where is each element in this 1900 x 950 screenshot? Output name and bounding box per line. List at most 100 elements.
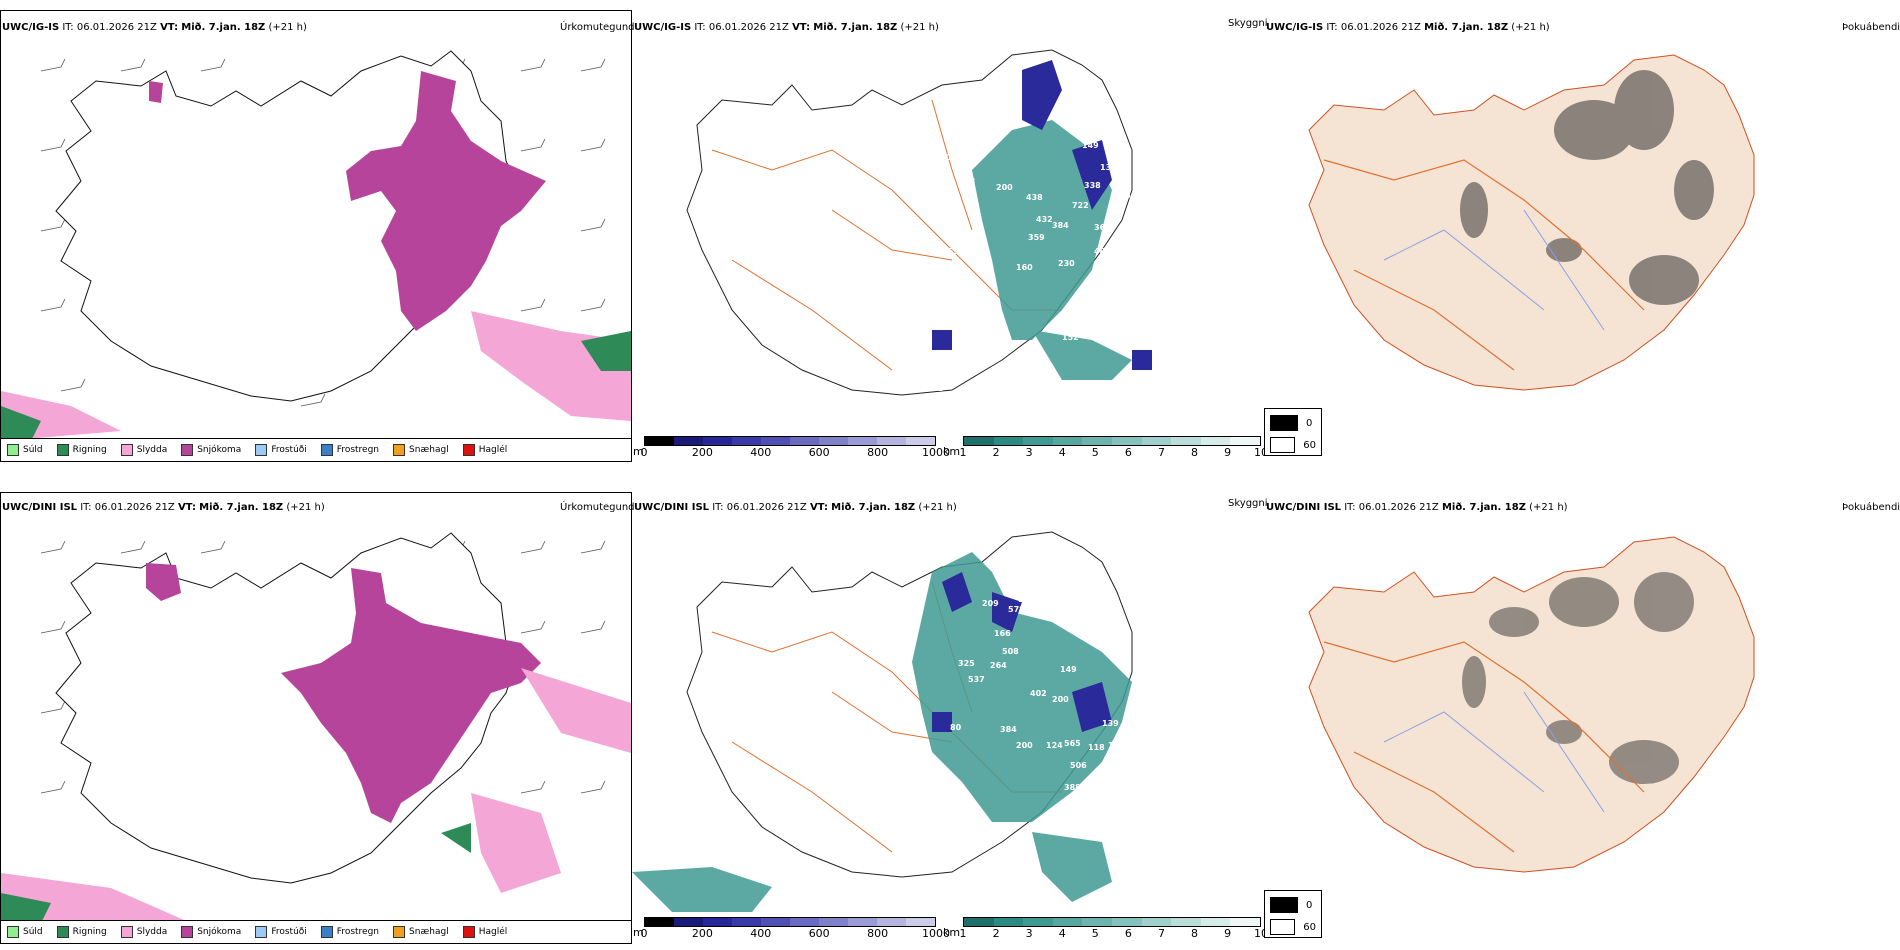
ceiling-label: 200: [1016, 741, 1033, 750]
colorbar-cell: [1052, 437, 1083, 445]
colorbar-tick: 5: [1091, 927, 1099, 940]
legend-label: Snæhagl: [409, 445, 449, 455]
ceiling-label: 438: [1026, 193, 1043, 202]
snow-area-north-2: [146, 563, 181, 601]
ceiling-label: 470: [1092, 297, 1109, 306]
model-name: UWC/DINI ISL: [2, 502, 78, 513]
ceiling-colorbar-1: 0 200 400 600 800 1000: [640, 436, 950, 460]
ceiling-colorbar-2: 0 200 400 600 800 1000: [640, 917, 950, 941]
legend-swatch: [120, 926, 133, 938]
colorbar-tick: 800: [867, 446, 889, 459]
visibility-unit: km: [943, 926, 961, 939]
valid-time: Mið. 7.jan. 18Z: [1424, 22, 1509, 33]
legend-item: Snæhagl: [393, 444, 449, 456]
model-name: UWC/IG-IS: [2, 22, 60, 33]
colorbar-tick: 1: [959, 446, 967, 459]
legend-swatch: [56, 926, 69, 938]
colorbar-cell: [703, 437, 732, 445]
legend-swatch: [255, 926, 268, 938]
colorbar-cells: [963, 436, 1261, 446]
model-name: UWC/IG-IS: [1266, 22, 1324, 33]
legend-swatch: [120, 444, 133, 456]
ceiling-label: 487: [1094, 247, 1111, 256]
colorbar-cells: [963, 917, 1261, 927]
colorbar-cell: [761, 918, 790, 926]
legend-label: Frostregn: [336, 927, 380, 937]
fog-panel-2: [1264, 492, 1900, 944]
fog-panel-1: [1264, 10, 1900, 462]
legend-label: Frostregn: [336, 445, 380, 455]
colorbar-tick: 400: [750, 446, 772, 459]
legend-label: Haglél: [478, 445, 508, 455]
lead-time: (+21 h): [286, 502, 325, 513]
ceiling-label: 325: [958, 659, 975, 668]
colorbar-tick: 400: [750, 927, 772, 940]
colorbar-tick: 0: [640, 446, 648, 459]
ceiling-label: 166: [994, 629, 1011, 638]
colorbar-tick: 8: [1191, 446, 1199, 459]
ceiling-label: 508: [1002, 647, 1019, 656]
ceiling-label: 152: [1062, 333, 1079, 342]
ceiling-label: 626: [1114, 191, 1131, 200]
legend-label: Súld: [23, 927, 43, 937]
fog-legend-1: 0 60: [1264, 408, 1322, 456]
legend-swatch: [462, 926, 475, 938]
colorbar-tick: 0: [640, 927, 648, 940]
ceiling-label: 149: [1082, 141, 1099, 150]
fog-swatch-black: [1270, 415, 1298, 431]
legend-label: Snjókoma: [197, 927, 242, 937]
legend-item: Rigning: [56, 444, 107, 456]
panel-title-precip: Úrkomutegund: [560, 502, 635, 513]
ceiling-area: [932, 60, 1152, 370]
legend-item: Slydda: [120, 926, 167, 938]
colorbar-tick: 1000: [922, 927, 950, 940]
legend-item: Frostúði: [255, 444, 307, 456]
init-time: IT: 06.01.2026 21Z: [1344, 502, 1439, 513]
legend-item: Haglél: [462, 926, 508, 938]
ceiling-value-labels: 578 209 186 166 508 325 264 537 402 200 …: [950, 595, 1139, 824]
ceiling-label: 264: [1062, 815, 1079, 824]
visibility-colorbar-1: 1 2 3 4 5 6 7 8 9 10: [959, 436, 1268, 460]
ceiling-label: 163: [942, 247, 959, 256]
colorbar-cell: [848, 437, 877, 445]
legend-swatch: [181, 444, 194, 456]
precip-type-panel-2: Súld Rigning Slydda Snjókoma Frostúði Fr…: [0, 492, 632, 944]
fog-legend-label: 60: [1303, 921, 1316, 933]
legend-label: Haglél: [478, 927, 508, 937]
visibility-colorbar-2: 1 2 3 4 5 6 7 8 9 10: [960, 917, 1268, 941]
ceiling-unit: m: [633, 445, 644, 458]
legend-swatch: [7, 926, 19, 938]
ceiling-label: 172: [1122, 749, 1139, 758]
road-network: [1323, 159, 1645, 371]
legend-item: Snæhagl: [393, 926, 449, 938]
colorbar-cell: [1052, 918, 1083, 926]
legend-item: Frostregn: [320, 444, 380, 456]
ceiling-label: 363: [1094, 223, 1111, 232]
colorbar-cell: [645, 918, 674, 926]
colorbar-cell: [1082, 437, 1112, 445]
valid-time-label: VT:: [792, 22, 811, 33]
legend-item: Frostregn: [320, 926, 380, 938]
colorbar-tick: 4: [1058, 927, 1066, 940]
fog-swatch-white: [1270, 919, 1296, 935]
ceiling-label: 506: [1070, 761, 1087, 770]
legend-swatch: [7, 444, 19, 456]
legend-swatch: [393, 926, 406, 938]
fog-legend-label: 0: [1306, 417, 1313, 429]
colorbar-tick: 5: [1091, 446, 1099, 459]
fog-map-2: [1308, 536, 1755, 873]
ceiling-label: 88: [964, 177, 976, 186]
colorbar-tick: 7: [1157, 927, 1165, 940]
colorbar-cell: [1111, 918, 1142, 926]
colorbar-cells: [644, 436, 936, 446]
fog-legend-row: 0: [1270, 415, 1316, 431]
road-network: [1323, 641, 1645, 853]
ceiling-label: 388: [1064, 783, 1081, 792]
ceiling-label: 722: [1072, 201, 1089, 210]
ceiling-label: 304: [1238, 425, 1255, 434]
colorbar-tick: 600: [808, 927, 830, 940]
colorbar-cell: [1023, 437, 1053, 445]
legend-item: Súld: [7, 926, 43, 938]
colorbar-cell: [1141, 918, 1172, 926]
lead-time: (+21 h): [918, 502, 957, 513]
